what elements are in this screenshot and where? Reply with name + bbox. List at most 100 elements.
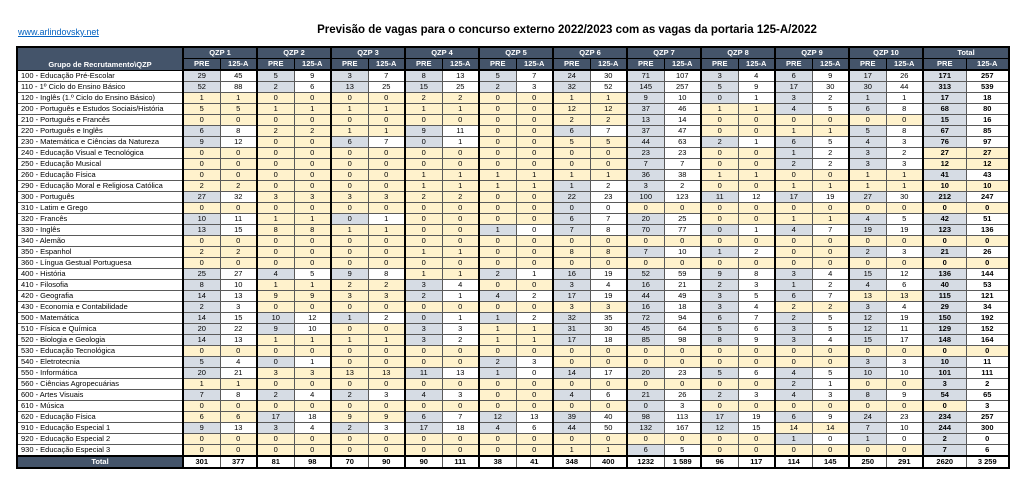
cell: 7 — [626, 246, 665, 258]
total-cell: 90 — [367, 455, 406, 469]
cell: 5 — [848, 125, 887, 137]
pre-subheader: PRE — [256, 58, 295, 71]
cell: 0 — [404, 213, 443, 225]
cell: 1 — [478, 323, 517, 335]
cell: 8 — [737, 268, 776, 280]
cell: 3 — [885, 356, 924, 368]
row-label: 320 - Francês — [16, 213, 184, 225]
row-label: 240 - Educação Visual e Tecnológica — [16, 147, 184, 159]
cell: 54 — [922, 389, 967, 401]
cell: 8 — [885, 103, 924, 115]
cell: 3 — [552, 279, 591, 291]
cell: 0 — [293, 147, 332, 159]
total-cell: 70 — [330, 455, 369, 469]
cell: 1 — [811, 125, 850, 137]
cell: 0 — [330, 400, 369, 412]
cell: 0 — [441, 345, 480, 357]
cell: 145 — [626, 81, 665, 93]
cell: 0 — [737, 213, 776, 225]
cell: 0 — [330, 158, 369, 170]
cell: 0 — [589, 235, 628, 247]
site-link[interactable]: www.arlindovsky.net — [18, 27, 99, 37]
total-cell: 301 — [182, 455, 221, 469]
table-row: 330 - Inglês 13 15 8 8 1 1 0 0 1 0 7 8 70 77 0 1 4 7 19 19 12… — [16, 224, 1010, 236]
table-row: 540 - Eletrotecnia 5 4 0 1 0 0 0 0 2 3 0 0 0 0 0 0 0 0 3 3 10… — [16, 356, 1010, 368]
cell: 6 — [515, 422, 554, 434]
cell: 0 — [700, 125, 739, 137]
cell: 0 — [885, 202, 924, 214]
cell: 247 — [965, 191, 1010, 203]
cell: 12 — [848, 323, 887, 335]
cell: 0 — [848, 202, 887, 214]
cell: 27 — [219, 268, 258, 280]
row-label: 520 - Biologia e Geologia — [16, 334, 184, 346]
cell: 1 — [441, 180, 480, 192]
cell: 39 — [552, 411, 591, 423]
cell: 0 — [737, 400, 776, 412]
cell: 18 — [965, 92, 1010, 104]
cell: 20 — [182, 367, 221, 379]
cell: 0 — [441, 400, 480, 412]
table-row: 240 - Educação Visual e Tecnológica 0 0 0 0 0… — [16, 147, 1010, 159]
cell: 0 — [330, 235, 369, 247]
cell: 12 — [885, 268, 924, 280]
cell: 3 — [922, 378, 967, 390]
cell: 0 — [700, 444, 739, 457]
cell: 0 — [256, 301, 295, 313]
cell: 0 — [478, 92, 517, 104]
cell: 0 — [700, 400, 739, 412]
cell: 6 — [404, 411, 443, 423]
cell: 19 — [811, 191, 850, 203]
cell: 0 — [441, 378, 480, 390]
cell: 1 — [515, 323, 554, 335]
cell: 0 — [965, 235, 1010, 247]
cell: 49 — [663, 290, 702, 302]
cell: 6 — [885, 279, 924, 291]
cell: 17 — [589, 367, 628, 379]
cell: 0 — [811, 169, 850, 181]
cell: 234 — [922, 411, 967, 423]
row-label: 290 - Educação Moral e Religiosa Católic… — [16, 180, 184, 192]
row-label: 430 - Economia e Contabilidade — [16, 301, 184, 313]
cell: 4 — [737, 69, 776, 82]
cell: 0 — [367, 378, 406, 390]
cell: 0 — [737, 235, 776, 247]
cell: 2 — [330, 279, 369, 291]
cell: 0 — [293, 114, 332, 126]
cell: 80 — [965, 103, 1010, 115]
cell: 6 — [182, 411, 221, 423]
row-label: 330 - Inglês — [16, 224, 184, 236]
cell: 0 — [515, 433, 554, 445]
vacancies-table: Grupo de Recrutamento\QZP QZP 1 QZP 2 QZP 3… — [16, 46, 1010, 469]
cell: 0 — [515, 389, 554, 401]
table-row: 510 - Física e Química 20 22 9 10 0 0 3 3 1 1 31 30 4… — [16, 323, 1010, 335]
cell: 14 — [552, 367, 591, 379]
cell: 14 — [774, 422, 813, 434]
cell: 1 — [885, 169, 924, 181]
cell: 0 — [737, 345, 776, 357]
cell: 0 — [515, 158, 554, 170]
cell: 65 — [965, 389, 1010, 401]
cell: 0 — [811, 114, 850, 126]
cell: 52 — [182, 81, 221, 93]
cell: 15 — [404, 81, 443, 93]
cell: 167 — [663, 422, 702, 434]
cell: 19 — [737, 411, 776, 423]
cell: 0 — [589, 257, 628, 269]
cell: 9 — [182, 136, 221, 148]
cell: 1 — [589, 92, 628, 104]
cell: 4 — [774, 224, 813, 236]
cell: 144 — [965, 268, 1010, 280]
cell: 2 — [774, 378, 813, 390]
cell: 9 — [811, 411, 850, 423]
cell: 1 — [774, 180, 813, 192]
cell: 8 — [293, 224, 332, 236]
cell: 52 — [589, 81, 628, 93]
cell: 101 — [922, 367, 967, 379]
cell: 11 — [885, 323, 924, 335]
cell: 0 — [478, 158, 517, 170]
cell: 77 — [663, 224, 702, 236]
cell: 4 — [811, 334, 850, 346]
cell: 0 — [885, 345, 924, 357]
